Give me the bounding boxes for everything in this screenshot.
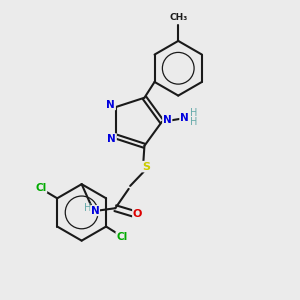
Text: S: S [142,162,150,172]
Text: H: H [84,202,92,213]
Text: N: N [106,100,115,110]
Text: N: N [180,113,189,123]
Text: H: H [190,117,197,128]
Text: N: N [107,134,116,144]
Text: N: N [91,206,100,216]
Text: H: H [190,108,197,118]
Text: Cl: Cl [116,232,128,242]
Text: N: N [163,115,172,125]
Text: CH₃: CH₃ [169,14,188,22]
Text: Cl: Cl [35,183,46,193]
Text: O: O [133,209,142,219]
